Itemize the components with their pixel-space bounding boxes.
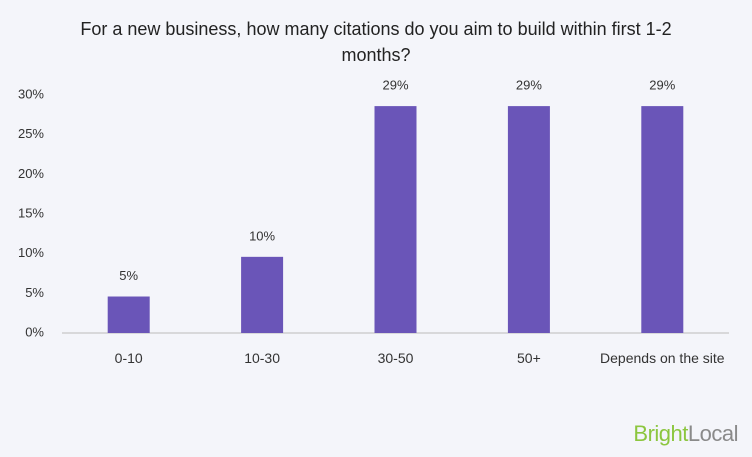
y-tick-label: 10% — [18, 245, 44, 260]
bar — [107, 296, 150, 333]
bar — [641, 106, 684, 334]
y-tick-label: 25% — [18, 126, 44, 141]
y-tick-label: 0% — [25, 324, 44, 339]
x-tick-label: Depends on the site — [600, 350, 725, 366]
x-tick-label: 0-10 — [114, 350, 143, 366]
logo: BrightLocal — [633, 421, 738, 447]
bar — [374, 106, 417, 334]
value-label: 29% — [382, 78, 408, 93]
bar — [241, 256, 284, 333]
y-tick-label: 15% — [18, 205, 44, 220]
y-tick-label: 30% — [18, 86, 44, 101]
x-tick-label: 50+ — [517, 350, 541, 366]
x-tick-label: 10-30 — [244, 350, 280, 366]
bar — [507, 106, 550, 334]
value-label: 29% — [516, 78, 542, 93]
y-tick-label: 5% — [25, 285, 44, 300]
value-label: 29% — [649, 78, 675, 93]
y-tick-label: 20% — [18, 166, 44, 181]
value-label: 10% — [249, 228, 275, 243]
x-tick-label: 30-50 — [377, 350, 414, 366]
value-label: 5% — [119, 268, 138, 283]
logo-part: Bright — [633, 421, 688, 446]
chart-title: For a new business, how many citations d… — [80, 19, 672, 65]
logo-part: Local — [687, 421, 739, 446]
